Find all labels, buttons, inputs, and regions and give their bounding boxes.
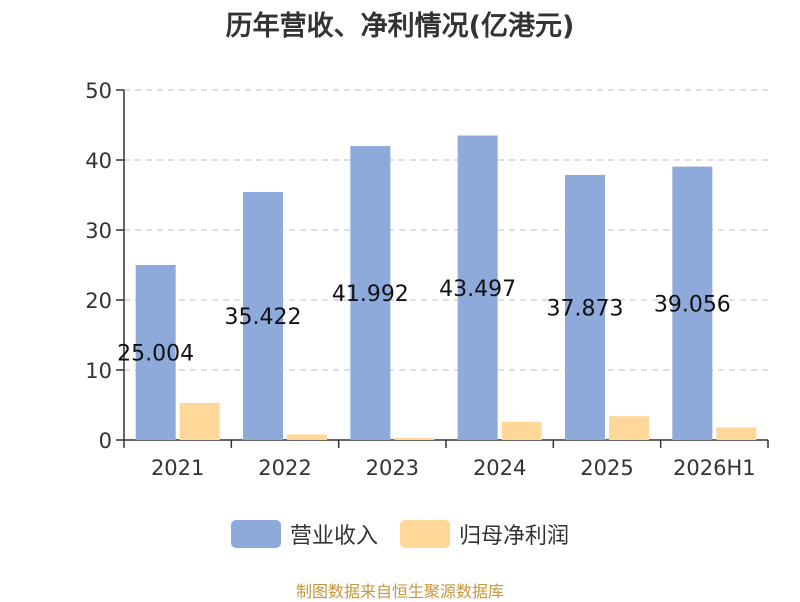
legend-swatch-revenue [230, 520, 281, 548]
bar-net-profit [287, 434, 327, 440]
source-note: 制图数据来自恒生聚源数据库 [295, 582, 504, 601]
bar-net-profit [179, 402, 220, 440]
data-label-revenue: 39.056 [654, 292, 731, 317]
data-label-revenue: 41.992 [332, 282, 409, 307]
legend: 营业收入 归母净利润 [0, 516, 800, 552]
legend-item-net-profit[interactable]: 归母净利润 [400, 518, 569, 550]
legend-label-net-profit: 归母净利润 [459, 524, 570, 549]
y-tick-label: 30 [85, 219, 112, 243]
bar-revenue [565, 174, 605, 440]
bar-revenue [243, 192, 283, 440]
x-tick-label: 2022 [258, 456, 311, 480]
bar-net-profit [716, 427, 757, 440]
y-tick-label: 40 [85, 149, 112, 173]
y-tick-label: 50 [85, 79, 112, 103]
bar-revenue [672, 166, 713, 440]
bar-net-profit [501, 421, 542, 440]
x-tick-label: 2023 [366, 456, 419, 480]
chart-title: 历年营收、净利情况(亿港元) [225, 11, 575, 42]
bar-revenue [350, 146, 391, 440]
x-tick-label: 2026H1 [673, 456, 756, 480]
bar-revenue [457, 135, 498, 440]
y-tick-label: 10 [85, 359, 112, 383]
data-label-revenue: 35.422 [225, 305, 302, 330]
bar-net-profit [609, 416, 649, 440]
legend-item-revenue[interactable]: 营业收入 [230, 518, 378, 550]
data-label-revenue: 25.004 [117, 341, 194, 366]
bar-revenue [135, 264, 176, 440]
x-tick-label: 2021 [151, 456, 204, 480]
legend-label-revenue: 营业收入 [289, 524, 378, 549]
legend-swatch-net-profit [400, 520, 450, 548]
data-label-revenue: 43.497 [439, 277, 516, 302]
y-tick-label: 0 [99, 429, 112, 453]
x-tick-label: 2024 [473, 456, 526, 480]
data-label-revenue: 37.873 [547, 296, 624, 321]
bar-net-profit [394, 437, 435, 440]
y-tick-label: 20 [85, 289, 112, 313]
x-tick-label: 2025 [580, 456, 633, 480]
